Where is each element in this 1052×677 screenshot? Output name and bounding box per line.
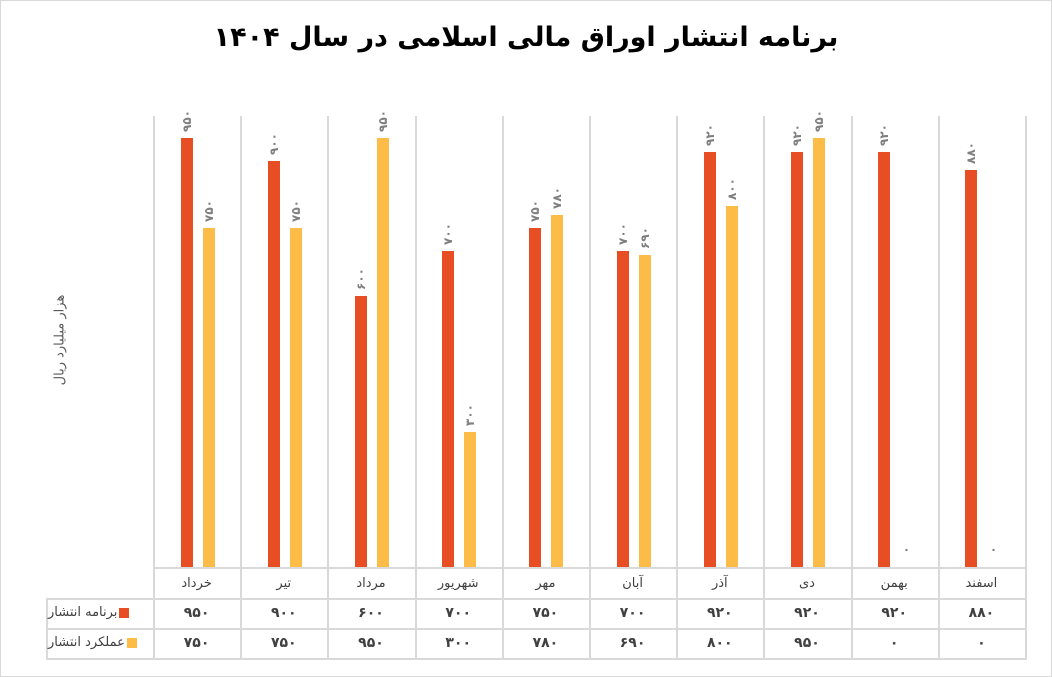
data-label-plan: ۷۵۰ xyxy=(528,200,543,223)
data-label-actual: ۷۸۰ xyxy=(550,186,565,209)
data-label-plan: ۹۲۰ xyxy=(790,123,804,146)
legend-label: برنامه انتشار xyxy=(48,605,118,620)
category-separator xyxy=(589,116,591,658)
category-label: مرداد xyxy=(356,576,386,591)
category-label: بهمن xyxy=(880,576,908,591)
category-label: تیر xyxy=(276,576,292,591)
data-label-actual: ۰ xyxy=(986,546,1001,554)
table-cell-plan: ۹۰۰ xyxy=(270,605,297,621)
category-label: اسفند xyxy=(965,576,998,591)
category-separator xyxy=(502,116,504,658)
category-label: خرداد xyxy=(181,576,212,591)
y-axis-label: هزار میلیارد ریال xyxy=(52,294,68,386)
legend-label: عملکرد انتشار xyxy=(48,635,125,650)
table-cell-plan: ۷۰۰ xyxy=(445,605,471,621)
table-cell-plan: ۹۲۰ xyxy=(881,605,907,621)
bar-plan xyxy=(791,151,803,567)
table-line xyxy=(46,658,1027,660)
table-cell-plan: ۸۸۰ xyxy=(968,605,995,621)
data-label-actual: ۶۹۰ xyxy=(637,227,652,250)
table-line xyxy=(46,628,1027,630)
table-cell-actual: ۰ xyxy=(977,635,986,651)
category-separator xyxy=(938,116,940,658)
table-line xyxy=(46,598,1027,600)
data-label-plan: ۹۲۰ xyxy=(702,123,717,146)
data-label-plan: ۶۰۰ xyxy=(354,268,368,291)
table-cell-actual: ۶۹۰ xyxy=(619,635,646,651)
bar-actual xyxy=(725,205,738,567)
category-label: شهریور xyxy=(437,576,479,591)
data-label-plan: ۷۰۰ xyxy=(441,222,456,245)
data-label-plan: ۹۲۰ xyxy=(877,123,892,146)
data-label-actual: ۳۰۰ xyxy=(463,403,478,426)
data-label-plan: ۸۸۰ xyxy=(964,141,979,164)
category-separator xyxy=(763,116,765,658)
category-separator xyxy=(1025,116,1027,658)
bar-plan xyxy=(616,250,629,567)
table-cell-plan: ۷۵۰ xyxy=(532,605,559,621)
table-cell-plan: ۹۵۰ xyxy=(183,605,210,621)
legend-swatch-icon xyxy=(119,607,130,618)
category-separator xyxy=(415,116,417,658)
bar-plan xyxy=(267,160,280,567)
data-label-plan: ۷۰۰ xyxy=(615,222,630,245)
table-cell-actual: ۰ xyxy=(889,635,899,651)
data-label-actual: ۷۵۰ xyxy=(288,200,303,223)
category-separator xyxy=(327,116,329,658)
table-cell-actual: ۹۵۰ xyxy=(794,635,820,651)
bar-plan xyxy=(355,296,367,567)
table-cell-actual: ۷۸۰ xyxy=(532,635,559,651)
bar-plan xyxy=(965,169,978,567)
category-label: دی xyxy=(799,576,815,591)
bar-actual xyxy=(289,228,302,567)
data-label-actual: ۸۰۰ xyxy=(724,177,739,200)
table-cell-plan: ۷۰۰ xyxy=(619,605,646,621)
table-cell-plan: ۹۲۰ xyxy=(706,605,733,621)
table-cell-actual: ۳۰۰ xyxy=(445,635,471,651)
legend-entry: برنامه انتشار xyxy=(48,598,150,628)
data-label-actual: ۹۵۰ xyxy=(812,110,826,132)
table-cell-actual: ۷۵۰ xyxy=(270,635,297,651)
bar-plan xyxy=(529,228,542,567)
chart-title: برنامه انتشار اوراق مالی اسلامی در سال ۱… xyxy=(213,22,839,53)
table-cell-plan: ۹۲۰ xyxy=(794,605,820,621)
bar-plan xyxy=(442,250,455,567)
data-label-actual: ۰ xyxy=(899,546,914,554)
bar-actual xyxy=(377,138,389,567)
legend-entry: عملکرد انتشار xyxy=(48,628,150,658)
category-label: مهر xyxy=(535,576,556,591)
legend-swatch-icon xyxy=(126,637,137,648)
data-label-plan: ۹۵۰ xyxy=(179,110,194,132)
table-cell-actual: ۸۰۰ xyxy=(706,635,733,651)
bar-actual xyxy=(464,431,477,567)
category-separator xyxy=(676,116,678,658)
bar-plan xyxy=(180,138,193,567)
bar-actual xyxy=(813,138,825,567)
data-label-plan: ۹۰۰ xyxy=(266,132,281,155)
table-cell-actual: ۷۵۰ xyxy=(183,635,210,651)
axis-baseline xyxy=(153,567,1027,569)
data-label-actual: ۹۵۰ xyxy=(376,110,390,132)
category-separator xyxy=(153,116,155,658)
category-separator xyxy=(851,116,853,658)
bar-plan xyxy=(703,151,716,567)
bar-plan xyxy=(878,151,891,567)
category-label: آبان xyxy=(622,576,643,591)
bar-actual xyxy=(202,228,215,567)
category-separator xyxy=(240,116,242,658)
bar-actual xyxy=(638,255,651,567)
table-cell-actual: ۹۵۰ xyxy=(358,635,384,651)
category-label: آذر xyxy=(711,576,728,591)
table-cell-plan: ۶۰۰ xyxy=(358,605,384,621)
bar-actual xyxy=(551,214,564,567)
data-label-actual: ۷۵۰ xyxy=(201,200,216,223)
